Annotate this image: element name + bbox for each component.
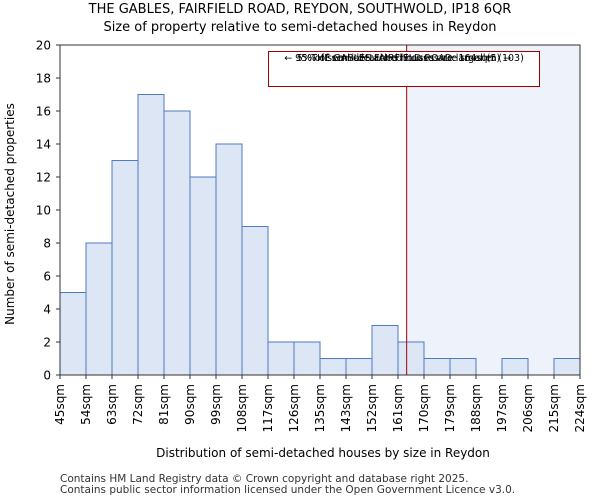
x-tick-label: 143sqm (339, 384, 353, 432)
chart-title: THE GABLES, FAIRFIELD ROAD, REYDON, SOUT… (88, 2, 512, 17)
footer-licence: Contains public sector information licen… (60, 484, 516, 496)
annotation-title: THE GABLES FAIRFIELD ROAD: 164sqm (311, 53, 497, 64)
bar-117sqm (267, 341, 295, 376)
x-tick-label: 215sqm (547, 384, 561, 432)
x-tick-label: 54sqm (79, 384, 93, 425)
x-tick-label: 206sqm (521, 384, 535, 432)
y-tick-label: 10 (36, 204, 51, 218)
x-axis-label: Distribution of semi-detached houses by … (156, 446, 490, 460)
x-tick-label: 161sqm (391, 384, 405, 432)
x-tick-label: 81sqm (157, 384, 171, 425)
annotation-larger: 5% of semi-detached houses are larger (5… (296, 53, 512, 64)
y-tick-label: 18 (36, 72, 51, 86)
bars-group (59, 94, 581, 376)
bar-54sqm (85, 242, 113, 376)
bar-45sqm (59, 292, 87, 376)
y-tick-label: 16 (36, 105, 51, 119)
y-axis: 0 2 4 6 8 10 12 14 16 18 20 (36, 39, 60, 383)
y-tick-label: 8 (43, 237, 51, 251)
bar-161sqm (397, 341, 425, 376)
bar-152sqm (371, 325, 399, 376)
y-tick-label: 14 (36, 138, 51, 152)
y-tick-label: 0 (43, 369, 51, 383)
bar-179sqm (449, 358, 477, 376)
x-tick-label: 99sqm (209, 384, 223, 425)
bar-126sqm (293, 341, 321, 376)
x-tick-label: 188sqm (469, 384, 483, 432)
bar-72sqm (137, 94, 165, 376)
bar-170sqm (423, 358, 451, 376)
x-tick-label: 72sqm (131, 384, 145, 425)
bar-99sqm (215, 143, 243, 376)
bar-108sqm (241, 226, 269, 376)
y-tick-label: 6 (43, 270, 51, 284)
bar-81sqm (163, 110, 191, 376)
x-tick-label: 224sqm (573, 384, 587, 432)
plot-frame (59, 44, 581, 376)
x-tick-label: 45sqm (53, 384, 67, 425)
x-tick-label: 126sqm (287, 384, 301, 432)
y-tick-label: 4 (43, 303, 51, 317)
annotation-smaller: ← 95% of semi-detached houses are smalle… (284, 53, 524, 64)
y-tick-label: 2 (43, 336, 51, 350)
bar-215sqm (553, 358, 581, 376)
y-tick-label: 20 (36, 39, 51, 53)
x-tick-label: 152sqm (365, 384, 379, 432)
bar-135sqm (319, 358, 347, 376)
y-tick-label: 12 (36, 171, 51, 185)
x-tick-label: 117sqm (261, 384, 275, 432)
x-tick-label: 170sqm (417, 384, 431, 432)
bar-197sqm (501, 358, 529, 376)
annotation-box: THE GABLES FAIRFIELD ROAD: 164sqm ← 95% … (268, 51, 540, 87)
x-tick-label: 90sqm (183, 384, 197, 425)
bar-63sqm (111, 160, 139, 376)
bar-143sqm (345, 358, 373, 376)
x-tick-label: 179sqm (443, 384, 457, 432)
y-axis-label: Number of semi-detached properties (3, 103, 17, 325)
x-tick-label: 63sqm (105, 384, 119, 425)
bar-90sqm (189, 176, 217, 376)
footer-copyright: Contains HM Land Registry data © Crown c… (60, 473, 469, 485)
larger-region-shade (406, 45, 580, 375)
x-tick-label: 108sqm (235, 384, 249, 432)
chart-subtitle: Size of property relative to semi-detach… (103, 20, 497, 35)
x-tick-label: 135sqm (313, 384, 327, 432)
x-tick-label: 197sqm (495, 384, 509, 432)
x-axis: 45sqm 54sqm 63sqm 72sqm 81sqm 90sqm 99sqm 108sq… (53, 375, 587, 432)
